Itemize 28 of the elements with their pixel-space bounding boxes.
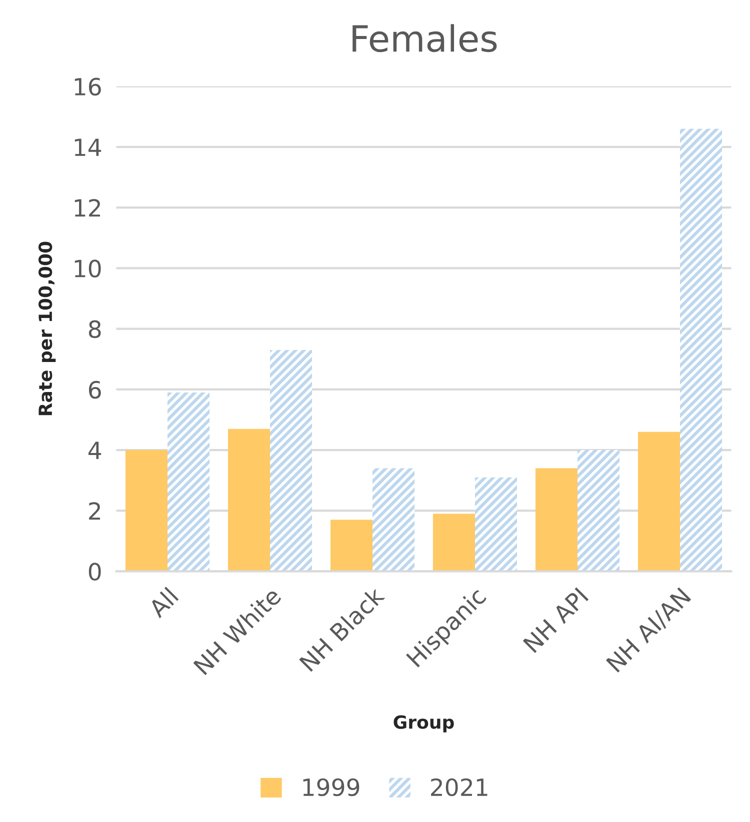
legend-label: 1999 (303, 778, 360, 796)
y-tick-label: 10 (74, 260, 101, 278)
bar (432, 514, 475, 572)
y-tick-label: 16 (74, 78, 101, 96)
y-tick-label: 2 (89, 502, 100, 520)
bar (638, 432, 680, 572)
bar (372, 468, 415, 572)
y-tick-label: 14 (74, 138, 102, 156)
bar (270, 350, 312, 572)
y-tick-label: 6 (88, 380, 101, 399)
bar (535, 468, 578, 572)
bar (125, 450, 168, 572)
chart-title: Females (352, 24, 497, 52)
x-axis-title: Group (394, 715, 454, 732)
x-tick-label: All (146, 586, 179, 618)
bar (168, 392, 210, 572)
y-tick-label: 4 (88, 442, 102, 460)
bar (578, 450, 620, 572)
legend-label: 2021 (431, 778, 488, 796)
x-tick-label: NH API (522, 587, 589, 653)
bar (228, 428, 270, 572)
bar (330, 520, 372, 572)
bar (475, 477, 518, 572)
y-tick-label: 8 (88, 320, 101, 338)
y-tick-label: 0 (88, 562, 101, 581)
y-tick-label: 12 (74, 199, 100, 217)
y-axis-title: Rate per 100,000 (38, 242, 56, 416)
bar (680, 128, 722, 572)
